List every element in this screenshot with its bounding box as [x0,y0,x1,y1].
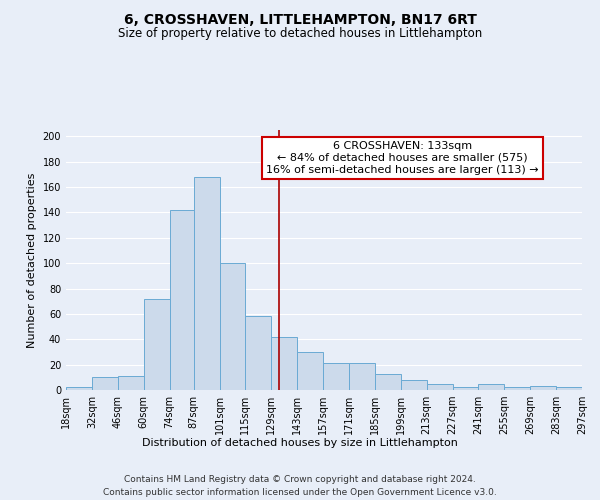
Bar [220,263,245,390]
Bar [505,388,530,390]
Text: Contains HM Land Registry data © Crown copyright and database right 2024.: Contains HM Land Registry data © Crown c… [124,476,476,484]
Bar [427,384,452,390]
Text: 6, CROSSHAVEN, LITTLEHAMPTON, BN17 6RT: 6, CROSSHAVEN, LITTLEHAMPTON, BN17 6RT [124,12,476,26]
Text: 6 CROSSHAVEN: 133sqm
← 84% of detached houses are smaller (575)
16% of semi-deta: 6 CROSSHAVEN: 133sqm ← 84% of detached h… [266,142,539,174]
Bar [118,376,143,390]
Bar [375,374,401,390]
Bar [66,388,92,390]
Bar [323,364,349,390]
Bar [556,388,582,390]
Text: Distribution of detached houses by size in Littlehampton: Distribution of detached houses by size … [142,438,458,448]
Bar [92,378,118,390]
Bar [401,380,427,390]
Text: Size of property relative to detached houses in Littlehampton: Size of property relative to detached ho… [118,28,482,40]
Text: Contains public sector information licensed under the Open Government Licence v3: Contains public sector information licen… [103,488,497,497]
Bar [143,298,170,390]
Bar [194,177,220,390]
Bar [245,316,271,390]
Bar [271,336,297,390]
Bar [170,210,194,390]
Bar [452,388,478,390]
Bar [530,386,556,390]
Bar [297,352,323,390]
Bar [478,384,505,390]
Y-axis label: Number of detached properties: Number of detached properties [27,172,37,348]
Bar [349,364,375,390]
